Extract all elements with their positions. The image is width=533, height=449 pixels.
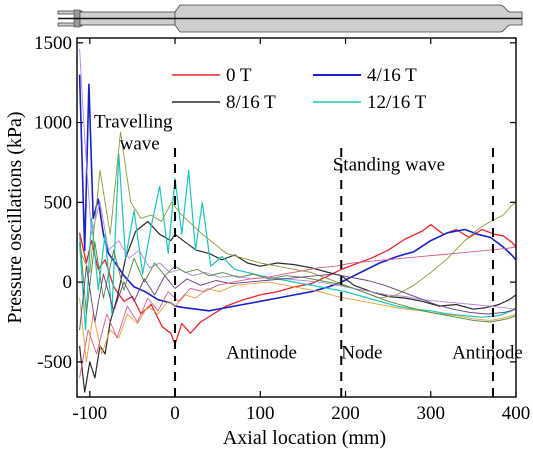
series-line-7 <box>79 234 516 323</box>
axes: -100 0 100 200 300 400 -500 0 500 1000 1500 Axial l… <box>4 33 530 449</box>
annotation-0: Travelling <box>94 111 173 132</box>
x-tick-label-0: -100 <box>72 403 107 424</box>
legend: 0 T 4/16 T 8/16 T 12/16 T <box>150 56 450 116</box>
series-line-2 <box>79 220 516 393</box>
series-line-3 <box>79 153 516 331</box>
annotation-1: wave <box>120 134 160 155</box>
x-tick-label-4: 300 <box>417 403 446 424</box>
plot-frame <box>76 37 517 398</box>
annotation-3: Antinode <box>226 343 297 364</box>
legend-label-2: 8/16 T <box>226 92 276 113</box>
y-tick-label-1: 0 <box>63 272 73 293</box>
y-tick-label-3: 1000 <box>34 113 72 134</box>
x-tick-label-1: 0 <box>170 403 180 424</box>
y-axis-label: Pressure oscillations (kPa) <box>4 111 26 323</box>
series-line-8 <box>79 265 516 331</box>
x-axis-label: Axial location (mm) <box>223 427 386 449</box>
y-tick-label-2: 500 <box>44 192 73 213</box>
series-line-9 <box>79 246 516 378</box>
annotation-5: Antinode <box>452 343 523 364</box>
annotation-4: Node <box>341 343 382 364</box>
x-tick-label-3: 200 <box>331 403 360 424</box>
geometry-schematic <box>57 4 523 33</box>
y-tick-label-4: 1500 <box>34 33 72 54</box>
series-line-4 <box>79 131 516 299</box>
series-layer <box>78 49 516 393</box>
legend-label-0: 0 T <box>226 65 252 86</box>
series-line-0 <box>78 224 516 345</box>
legend-label-3: 12/16 T <box>367 92 427 113</box>
x-tick-label-2: 100 <box>246 403 275 424</box>
series-line-1 <box>78 74 516 312</box>
x-tick-label-5: 400 <box>502 403 531 424</box>
legend-background <box>150 56 450 116</box>
legend-label-1: 4/16 T <box>367 65 417 86</box>
annotation-2: Standing wave <box>333 154 445 175</box>
y-tick-label-0: -500 <box>37 352 72 373</box>
